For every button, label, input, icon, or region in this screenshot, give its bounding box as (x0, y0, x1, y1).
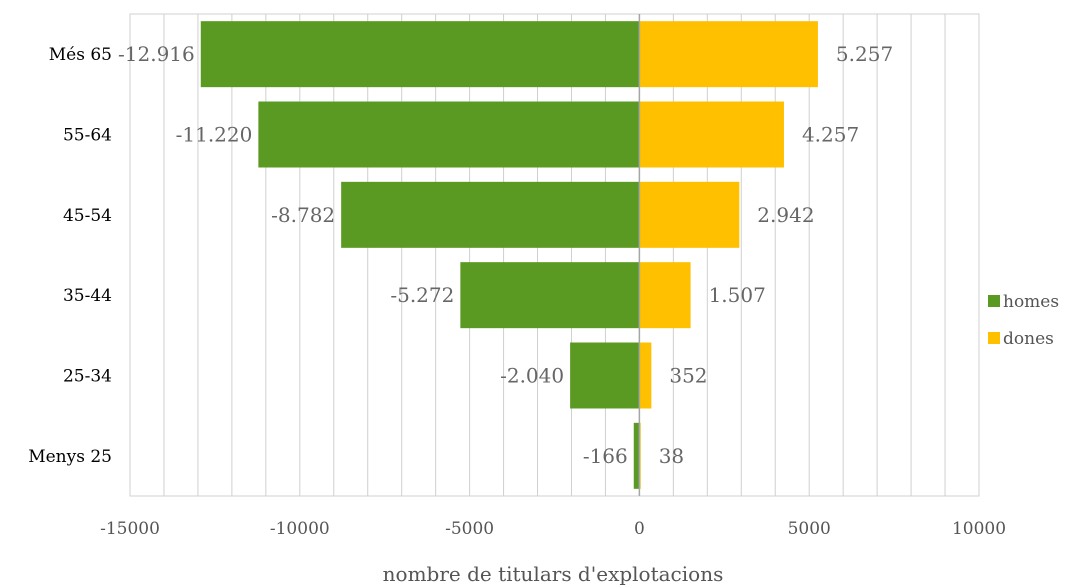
bars (200, 14, 818, 496)
data-label-dones: 352 (669, 364, 707, 388)
data-label-homes: -12.916 (118, 42, 195, 66)
category-label: Més 65 (49, 45, 112, 65)
x-tick-label: 5000 (788, 519, 831, 539)
bar-dones (639, 181, 740, 248)
data-label-homes: -8.782 (271, 203, 335, 227)
x-tick-label: 0 (634, 519, 645, 539)
bar-dones (639, 342, 652, 409)
data-label-homes: -2.040 (500, 364, 564, 388)
category-label: 25-34 (63, 367, 112, 387)
bar-homes (341, 181, 640, 248)
bar-dones (639, 21, 818, 88)
data-label-dones: 4.257 (802, 123, 859, 147)
x-tick-label: -15000 (100, 519, 160, 539)
bar-homes (570, 342, 640, 409)
legend-swatch-dones (988, 332, 1000, 344)
data-label-homes: -166 (583, 444, 628, 468)
category-label: 35-44 (63, 286, 112, 306)
data-labels: -12.916 -11.220 -8.782 -5.272 -2.040 -166 5.25… (118, 42, 893, 468)
data-label-dones: 2.942 (757, 203, 814, 227)
gridlines (129, 13, 980, 497)
category-label: 55-64 (63, 126, 112, 146)
x-tick-label: 10000 (952, 519, 1006, 539)
legend: homes dones (988, 292, 1059, 349)
category-label: 45-54 (63, 206, 112, 226)
x-axis-title: nombre de titulars d'explotacions (383, 562, 724, 586)
bar-dones (639, 101, 784, 168)
bar-homes (460, 262, 640, 329)
data-label-dones: 1.507 (709, 283, 766, 307)
bar-homes (200, 21, 640, 88)
category-label: Menys 25 (28, 447, 112, 467)
data-label-dones: 5.257 (836, 42, 893, 66)
plot-area-border (129, 13, 980, 497)
legend-label-homes: homes (1003, 292, 1059, 312)
data-label-homes: -11.220 (176, 123, 253, 147)
bar-homes (633, 422, 640, 489)
category-labels: Més 65 55-64 45-54 35-44 25-34 Menys 25 (28, 45, 112, 467)
bar-homes (258, 101, 640, 168)
bar-dones (639, 262, 691, 329)
x-tick-labels: -15000 -10000 -5000 0 5000 10000 (100, 519, 1006, 539)
legend-label-dones: dones (1003, 329, 1054, 349)
x-tick-label: -5000 (445, 519, 494, 539)
legend-swatch-homes (988, 295, 1000, 307)
data-label-dones: 38 (659, 444, 684, 468)
x-tick-label: -10000 (270, 519, 330, 539)
data-label-homes: -5.272 (390, 283, 454, 307)
